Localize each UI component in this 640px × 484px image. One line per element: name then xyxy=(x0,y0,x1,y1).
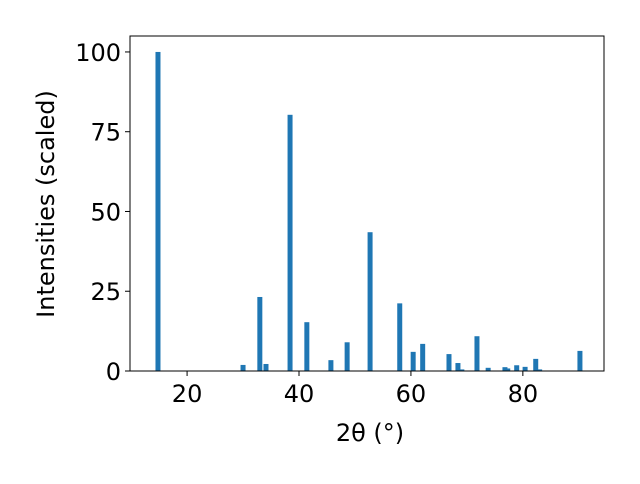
bar xyxy=(485,367,491,371)
bar xyxy=(474,336,480,371)
bar xyxy=(577,350,583,371)
y-tick-label: 75 xyxy=(90,119,121,147)
bar xyxy=(514,365,520,371)
x-axis-label: 2θ (°) xyxy=(336,419,404,447)
plot-frame xyxy=(129,35,605,372)
bar xyxy=(155,51,161,371)
bar xyxy=(257,296,263,371)
bar xyxy=(410,351,416,371)
bar xyxy=(328,360,334,371)
x-tick-label: 60 xyxy=(396,380,427,408)
y-axis-label: Intensities (scaled) xyxy=(32,90,60,318)
bar xyxy=(533,358,539,371)
bar xyxy=(287,114,293,372)
bar xyxy=(263,363,269,371)
bar xyxy=(420,343,426,371)
bar xyxy=(397,303,403,371)
x-tick-label: 20 xyxy=(172,380,203,408)
bar xyxy=(240,364,246,371)
bar xyxy=(502,367,508,371)
bar xyxy=(344,342,350,371)
y-tick-label: 50 xyxy=(90,198,121,226)
bar xyxy=(537,369,543,371)
bar xyxy=(304,322,310,371)
x-tick-label: 40 xyxy=(284,380,315,408)
bar xyxy=(459,369,465,371)
bar xyxy=(522,366,528,371)
bar xyxy=(455,363,461,371)
y-tick-label: 0 xyxy=(106,358,121,386)
bar xyxy=(446,354,452,371)
y-tick-label: 25 xyxy=(90,278,121,306)
bar xyxy=(367,232,373,371)
bar xyxy=(505,368,511,371)
x-tick-label: 80 xyxy=(508,380,539,408)
y-tick-label: 100 xyxy=(75,39,121,67)
